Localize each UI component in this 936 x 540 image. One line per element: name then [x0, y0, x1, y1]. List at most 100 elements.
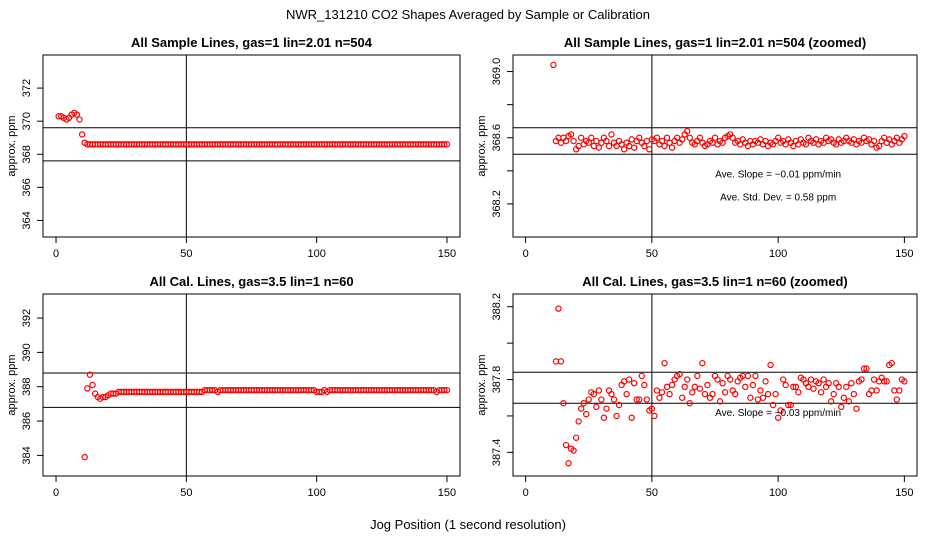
data-point: [580, 400, 587, 407]
data-points: [81, 371, 451, 461]
data-point: [641, 142, 648, 150]
data-point: [641, 381, 648, 389]
data-point: [850, 390, 858, 398]
data-point: [689, 389, 696, 396]
data-point: [853, 405, 860, 412]
data-point: [89, 381, 96, 389]
panel-title: All Cal. Lines, gas=3.5 lin=1 n=60: [149, 274, 353, 289]
data-point: [613, 412, 620, 420]
data-point: [631, 379, 638, 387]
chart-panel-1: All Sample Lines, gas=1 lin=2.01 n=504 0 5…: [6, 35, 461, 260]
annotation-text: Ave. Slope = −0.03 ppm/min: [715, 408, 841, 419]
data-point: [653, 134, 661, 141]
data-point: [603, 405, 610, 412]
data-point: [610, 396, 618, 403]
data-point: [896, 387, 903, 394]
y-axis-label: approx. ppm: [6, 115, 18, 176]
data-point: [620, 146, 628, 153]
data-point: [608, 131, 615, 138]
data-point: [565, 460, 572, 467]
data-point: [628, 414, 635, 421]
x-tick-label: 150: [438, 248, 456, 260]
data-point: [651, 412, 658, 420]
data-point: [701, 390, 709, 398]
y-tick-label: 368: [21, 145, 33, 163]
data-point: [873, 387, 880, 394]
data-point: [658, 137, 666, 145]
data-point: [588, 134, 595, 141]
data-point: [570, 447, 577, 454]
data-point: [603, 137, 610, 145]
data-point: [625, 376, 633, 383]
data-point: [782, 381, 789, 389]
data-point: [684, 376, 691, 383]
data-point: [608, 390, 615, 398]
data-point: [704, 381, 711, 389]
data-point: [668, 144, 676, 151]
data-point: [615, 401, 623, 409]
data-point: [694, 372, 701, 380]
data-point: [752, 372, 759, 380]
data-point: [711, 134, 719, 141]
data-point: [845, 398, 853, 405]
x-tick-label: 100: [307, 487, 325, 499]
data-point: [774, 134, 782, 141]
chart-panel-2: All Sample Lines, gas=1 lin=2.01 n=504 (…: [476, 35, 918, 260]
data-point: [742, 383, 749, 391]
x-tick-label: 50: [180, 248, 192, 260]
figure-xlabel: Jog Position (1 second resolution): [370, 517, 566, 532]
data-point: [555, 305, 562, 312]
data-point: [777, 407, 784, 414]
data-point: [668, 381, 676, 389]
data-point: [631, 144, 638, 151]
data-point: [699, 359, 706, 367]
data-point: [714, 376, 721, 383]
data-point: [636, 134, 643, 141]
data-point: [84, 385, 91, 392]
data-point: [820, 376, 827, 383]
data-point: [732, 390, 739, 398]
data-point: [757, 387, 764, 394]
data-point: [570, 137, 577, 145]
data-point: [759, 394, 767, 401]
data-point: [593, 403, 600, 411]
data-point: [774, 414, 782, 421]
x-tick-label: 50: [180, 487, 192, 499]
plot-frame: [42, 293, 461, 477]
data-point: [880, 378, 888, 385]
data-point: [815, 379, 822, 387]
data-point: [585, 396, 592, 403]
data-point: [441, 141, 448, 148]
data-point: [716, 398, 724, 405]
y-axis-label: approx. ppm: [6, 354, 18, 415]
y-tick-label: 388: [21, 378, 33, 396]
x-tick-label: 100: [307, 248, 325, 260]
data-point: [443, 386, 451, 394]
data-point: [779, 376, 787, 383]
data-points: [552, 305, 908, 467]
data-point: [825, 379, 832, 387]
data-point: [843, 383, 850, 391]
y-tick-label: 387.8: [491, 366, 503, 394]
panels-group: All Sample Lines, gas=1 lin=2.01 n=504 0 5…: [6, 35, 918, 499]
panel-title: All Sample Lines, gas=1 lin=2.01 n=504: [131, 35, 373, 50]
data-point: [595, 144, 603, 151]
data-point: [684, 127, 691, 135]
data-point: [719, 139, 726, 146]
data-point: [648, 405, 656, 412]
data-point: [577, 405, 585, 412]
data-point: [562, 441, 570, 449]
y-tick-label: 364: [21, 211, 33, 229]
x-tick-label: 0: [53, 248, 59, 260]
data-points: [550, 61, 908, 153]
panel-title: All Cal. Lines, gas=3.5 lin=1 n=60 (zoom…: [582, 274, 848, 289]
panel-title: All Sample Lines, gas=1 lin=2.01 n=504 (…: [564, 35, 866, 50]
data-point: [636, 396, 643, 403]
data-point: [888, 359, 895, 367]
data-point: [893, 396, 901, 403]
y-tick-label: 388.2: [491, 293, 503, 321]
data-point: [577, 134, 585, 141]
data-point: [848, 379, 855, 387]
annotation-text: Ave. Std. Dev. = 0.58 ppm: [720, 193, 836, 204]
data-point: [721, 389, 729, 396]
